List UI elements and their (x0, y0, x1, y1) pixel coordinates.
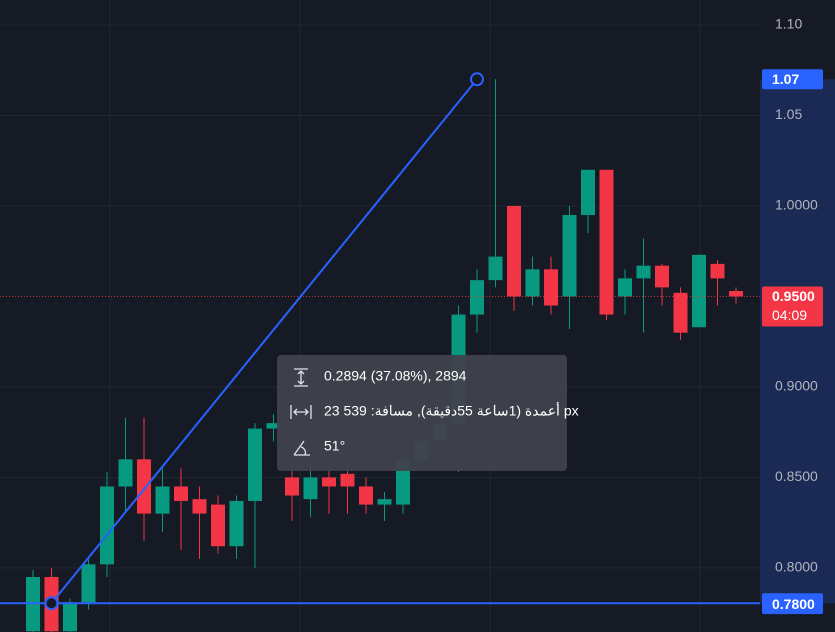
price-label-box (762, 286, 823, 327)
overlay (0, 72, 760, 611)
candle-body (229, 500, 244, 547)
candle-body (118, 459, 133, 487)
candle-body (211, 504, 225, 547)
candle-body (266, 423, 281, 429)
candle-body (525, 269, 540, 297)
measure-change: 0.2894 (37.08%), 2894 (324, 368, 467, 384)
candle-body (377, 499, 392, 505)
icon-width (290, 405, 312, 419)
y-tick-label: 0.9000 (775, 378, 818, 394)
candle-body (599, 169, 614, 315)
candle-body (655, 265, 669, 288)
measure-range: 23 أعمدة (1ساعة 55دقيقة), مسافة: 539 px (324, 401, 579, 419)
candle-body (729, 291, 743, 297)
candle-body (544, 269, 558, 306)
price-label: 1.07 (772, 71, 799, 87)
price-label-box (762, 594, 823, 615)
candle-body (174, 486, 188, 501)
price-countdown: 04:09 (772, 307, 807, 323)
tooltip-box (277, 355, 567, 471)
candle-body (137, 459, 151, 514)
candle-body (81, 564, 96, 603)
candle-body (322, 477, 336, 487)
measure-end (470, 72, 484, 87)
candle-body (470, 280, 484, 315)
candle-body (248, 428, 262, 501)
candle-body (692, 254, 706, 328)
candle-body (673, 292, 688, 333)
icons (290, 368, 312, 456)
candle-body (285, 477, 299, 496)
y-tick-label: 0.8500 (775, 468, 818, 484)
candle-body (636, 265, 651, 279)
candle-body (581, 169, 595, 216)
measure-angle: 51° (324, 438, 345, 454)
candle-body (155, 486, 170, 514)
candle-body (710, 263, 725, 279)
candle-body (303, 477, 318, 500)
candle-body (340, 473, 355, 487)
y-tick-label: 1.0000 (775, 197, 818, 213)
candle-body (100, 486, 114, 565)
measure-tooltip: 0.2894 (37.08%), 2894 23 أعمدة (1ساعة 55… (277, 355, 579, 471)
price-label: 0.9500 (772, 288, 815, 304)
candle-body (192, 499, 207, 514)
price-label: 0.7800 (772, 596, 815, 612)
y-tick-label: 0.8000 (775, 559, 818, 575)
candle-body (618, 278, 632, 297)
measure-line (50, 78, 478, 604)
candle-body (488, 256, 503, 281)
candle-body (507, 205, 521, 297)
candle-body (63, 602, 77, 632)
range-highlight (760, 79, 835, 604)
icon-height (294, 368, 308, 387)
y-tick-label: 1.10 (775, 16, 802, 32)
y-tick-label: 1.05 (775, 106, 802, 122)
icon-angle (293, 440, 310, 456)
measure-start (44, 596, 59, 611)
price-label-box (762, 69, 823, 90)
candle-body (359, 486, 373, 505)
candle-body (562, 215, 577, 297)
